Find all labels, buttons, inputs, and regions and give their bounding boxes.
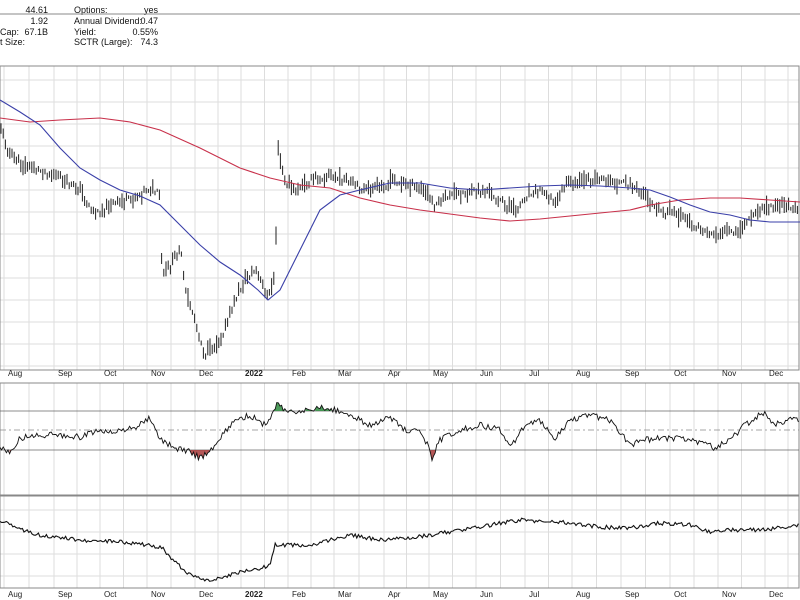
stat-value: 1.92: [30, 16, 48, 26]
x-tick-label: Dec: [199, 369, 213, 378]
x-tick-label: May: [433, 590, 448, 599]
x-tick-label: Nov: [722, 590, 736, 599]
stat-value: 44.61: [25, 5, 48, 15]
x-tick-label: May: [433, 369, 448, 378]
ma-long-line: [0, 117, 800, 222]
stat-value: 67.1B: [24, 27, 48, 37]
x-tick-label: Oct: [674, 590, 687, 599]
x-tick-label: Dec: [769, 590, 783, 599]
x-axis-price: Aug Sep Oct Nov Dec 2022 Feb Mar Apr May Jun Jul Aug…: [8, 369, 783, 378]
x-tick-label: 2022: [245, 369, 263, 378]
x-axis-bottom: Aug Sep Oct Nov Dec 2022 Feb Mar Apr May Jun Jul Aug…: [8, 590, 783, 599]
stat-value: 74.3: [140, 37, 158, 47]
x-tick-label: Aug: [576, 590, 590, 599]
x-tick-label: Sep: [58, 369, 73, 378]
x-tick-label: Sep: [625, 590, 640, 599]
price-panel: [0, 65, 800, 371]
stat-label: Yield:: [74, 27, 97, 37]
x-tick-label: Oct: [104, 369, 117, 378]
overbought-fill: [315, 405, 332, 411]
x-tick-label: Feb: [292, 590, 306, 599]
stat-label: t Size:: [0, 37, 26, 47]
x-tick-label: Mar: [338, 369, 352, 378]
x-tick-label: Apr: [388, 590, 401, 599]
x-tick-label: Nov: [151, 369, 165, 378]
oscillator-line: [0, 402, 799, 463]
x-tick-label: Dec: [769, 369, 783, 378]
x-tick-label: Feb: [292, 369, 306, 378]
ma-short-line: [0, 99, 800, 301]
x-tick-label: Oct: [104, 590, 117, 599]
x-tick-label: Jul: [529, 369, 539, 378]
x-tick-label: Dec: [199, 590, 213, 599]
x-tick-label: Nov: [151, 590, 165, 599]
relative-strength-panel: [0, 495, 800, 589]
x-tick-label: Aug: [576, 369, 590, 378]
stat-label: Cap:: [0, 27, 20, 37]
stat-label: Options:: [74, 5, 108, 15]
stat-label: Annual Dividend:: [74, 16, 143, 26]
stat-value: 0.47: [140, 16, 158, 26]
x-tick-label: Jun: [480, 590, 493, 599]
x-tick-label: Sep: [58, 590, 73, 599]
price-bars: [0, 123, 798, 360]
stats-header: Cap: t Size: 44.61 1.92 67.1B Options: A…: [0, 0, 800, 66]
x-tick-label: Mar: [338, 590, 352, 599]
x-tick-label: Jun: [480, 369, 493, 378]
oscillator-panel: [0, 382, 800, 496]
grid: [0, 66, 799, 588]
x-tick-label: 2022: [245, 590, 263, 599]
stat-value: 0.55%: [132, 27, 158, 37]
x-tick-label: Aug: [8, 590, 22, 599]
stat-value: yes: [143, 5, 158, 15]
x-tick-label: Oct: [674, 369, 687, 378]
relative-strength-line: [0, 517, 799, 582]
x-tick-label: Jul: [529, 590, 539, 599]
x-tick-label: Aug: [8, 369, 22, 378]
stat-label: SCTR (Large):: [74, 37, 133, 47]
x-tick-label: Nov: [722, 369, 736, 378]
x-tick-label: Apr: [388, 369, 401, 378]
x-tick-label: Sep: [625, 369, 640, 378]
